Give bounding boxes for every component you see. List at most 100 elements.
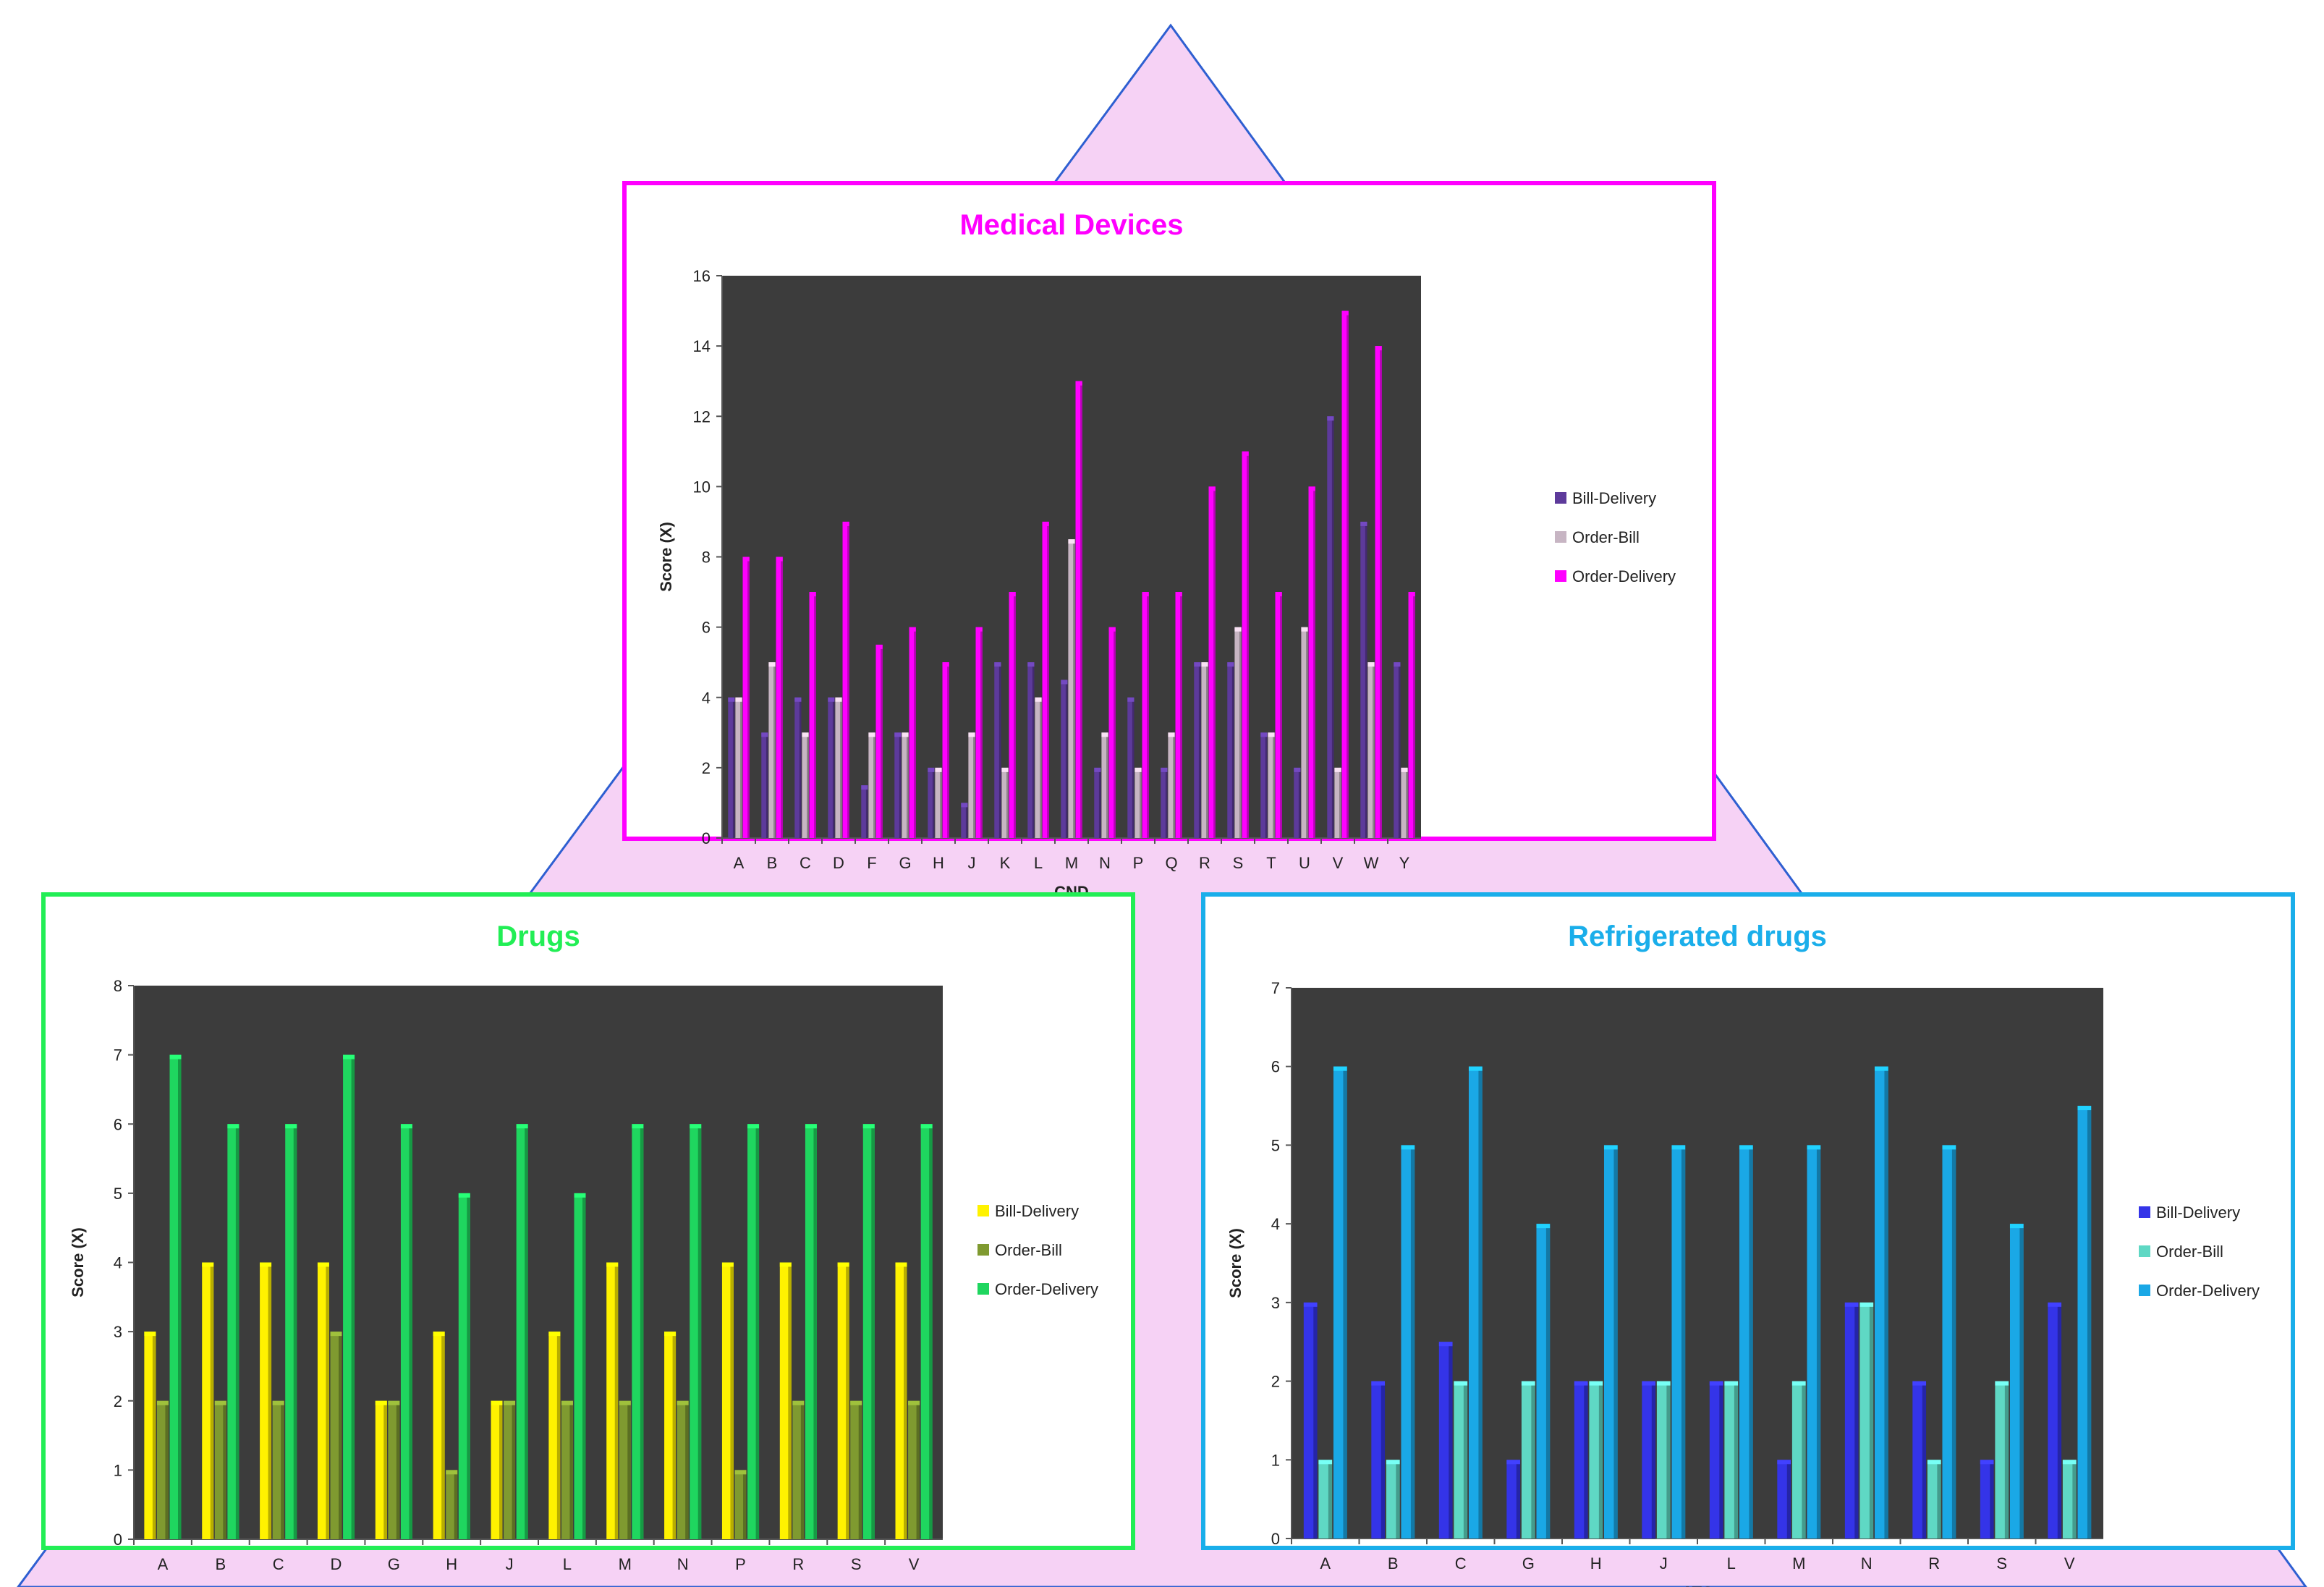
x-tick-label: M — [1792, 1554, 1805, 1573]
bar-order-delivery-L — [574, 1193, 586, 1539]
bar-order-bill-D — [835, 697, 842, 838]
bar-bill-delivery-R — [779, 1262, 792, 1539]
bar-order-bill-F — [868, 732, 875, 838]
bar-order-bill-A — [156, 1400, 169, 1539]
bar-order-bill-C — [272, 1400, 284, 1539]
legend-label: Order-Delivery — [2156, 1282, 2260, 1300]
bar-order-delivery-B — [776, 556, 783, 838]
legend-label: Order-Bill — [995, 1241, 1062, 1259]
x-tick-label: D — [331, 1555, 342, 1573]
y-tick-label: 0 — [114, 1531, 122, 1549]
bar-order-delivery-A — [1333, 1066, 1347, 1539]
legend-swatch — [977, 1244, 989, 1256]
bar-order-delivery-C — [809, 592, 816, 838]
legend-swatch — [1555, 570, 1566, 582]
bar-order-delivery-S — [862, 1124, 875, 1539]
y-axis-label: Score (X) — [69, 1227, 87, 1298]
x-tick-label: L — [563, 1555, 572, 1573]
bar-order-bill-V — [2062, 1460, 2077, 1539]
bar-order-bill-M — [1791, 1381, 1806, 1539]
bar-bill-delivery-L — [1027, 662, 1035, 838]
bar-bill-delivery-D — [828, 697, 835, 838]
y-tick-label: 1 — [114, 1461, 122, 1479]
bar-order-bill-C — [1454, 1381, 1468, 1539]
bar-order-delivery-L — [1739, 1145, 1753, 1539]
bar-order-delivery-R — [805, 1124, 817, 1539]
bar-order-delivery-S — [1242, 451, 1249, 838]
bar-bill-delivery-C — [1438, 1342, 1453, 1539]
bar-bill-delivery-M — [606, 1262, 619, 1539]
y-axis-label: Score (X) — [657, 522, 675, 592]
y-tick-label: 0 — [702, 829, 711, 847]
y-tick-label: 6 — [702, 619, 711, 637]
x-tick-label: J — [968, 854, 976, 872]
bar-bill-delivery-S — [1227, 662, 1234, 838]
y-axis-label: Score (X) — [1226, 1228, 1244, 1298]
bar-bill-delivery-B — [202, 1262, 214, 1539]
bar-bill-delivery-Q — [1161, 767, 1168, 838]
x-tick-label: P — [1133, 854, 1144, 872]
x-tick-label: G — [388, 1555, 400, 1573]
bar-order-bill-L — [1035, 697, 1042, 838]
y-tick-label: 5 — [1271, 1136, 1280, 1154]
bar-bill-delivery-C — [260, 1262, 272, 1539]
bar-order-bill-V — [908, 1400, 920, 1539]
y-tick-label: 6 — [1271, 1058, 1280, 1076]
chart-title: Refrigerated drugs — [1568, 921, 1827, 952]
x-tick-label: D — [833, 854, 844, 872]
bar-order-delivery-G — [909, 627, 916, 838]
bar-bill-delivery-W — [1360, 521, 1367, 838]
bar-order-delivery-P — [1142, 592, 1149, 838]
bar-bill-delivery-G — [894, 732, 902, 838]
x-tick-label: Q — [1165, 854, 1177, 872]
bar-bill-delivery-K — [994, 662, 1001, 838]
bar-order-bill-S — [850, 1400, 862, 1539]
bar-order-bill-H — [446, 1470, 458, 1539]
bar-bill-delivery-H — [433, 1332, 445, 1539]
x-tick-label: L — [1727, 1554, 1736, 1573]
y-tick-label: 4 — [114, 1254, 122, 1272]
y-tick-label: 14 — [693, 337, 711, 355]
bar-order-delivery-H — [942, 662, 949, 838]
legend-label: Bill-Delivery — [995, 1202, 1079, 1220]
bar-order-bill-J — [968, 732, 975, 838]
drugs-chart: Drugs 0 1 2 3 4 5 6 7 8 Score (X) A B C D G H J L M N P R S V ATC… — [69, 921, 1098, 1587]
bar-order-bill-W — [1367, 662, 1375, 838]
legend-swatch — [977, 1205, 989, 1216]
bar-order-delivery-Y — [1408, 592, 1415, 838]
bar-order-bill-N — [677, 1400, 689, 1539]
bar-order-delivery-V — [1341, 310, 1349, 838]
bar-bill-delivery-N — [1844, 1302, 1859, 1539]
bar-order-bill-A — [1318, 1460, 1333, 1539]
bar-bill-delivery-F — [861, 785, 868, 838]
y-tick-label: 16 — [693, 267, 711, 285]
bar-order-delivery-J — [975, 627, 983, 838]
x-tick-label: R — [792, 1555, 804, 1573]
bar-order-bill-U — [1301, 627, 1308, 838]
y-tick-label: 10 — [693, 478, 711, 496]
x-tick-label: K — [1000, 854, 1011, 872]
x-tick-label: C — [273, 1555, 284, 1573]
x-tick-label: F — [867, 854, 876, 872]
bar-bill-delivery-N — [664, 1332, 677, 1539]
x-tick-label: S — [1233, 854, 1244, 872]
x-axis-label: ATC — [1681, 1583, 1713, 1587]
bar-order-bill-P — [1135, 767, 1142, 838]
refrigerated-chart: Refrigerated drugs 0 1 2 3 4 5 6 7 Score (X) A B C G H… — [1226, 921, 2260, 1587]
bar-order-delivery-J — [516, 1124, 528, 1539]
bar-bill-delivery-R — [1912, 1381, 1927, 1539]
bar-order-delivery-W — [1375, 346, 1382, 838]
bar-order-delivery-C — [1468, 1066, 1483, 1539]
chart-title: Drugs — [496, 921, 580, 952]
x-tick-label: C — [800, 854, 811, 872]
x-tick-label: V — [2064, 1554, 2075, 1573]
y-tick-label: 2 — [114, 1392, 122, 1410]
bar-bill-delivery-Y — [1394, 662, 1401, 838]
legend-label: Order-Bill — [2156, 1243, 2223, 1261]
x-tick-label: B — [1388, 1554, 1399, 1573]
bar-order-bill-G — [1521, 1381, 1535, 1539]
plot-area — [134, 986, 943, 1539]
bar-order-bill-L — [561, 1400, 573, 1539]
bar-bill-delivery-C — [794, 697, 802, 838]
bar-order-bill-G — [902, 732, 909, 838]
